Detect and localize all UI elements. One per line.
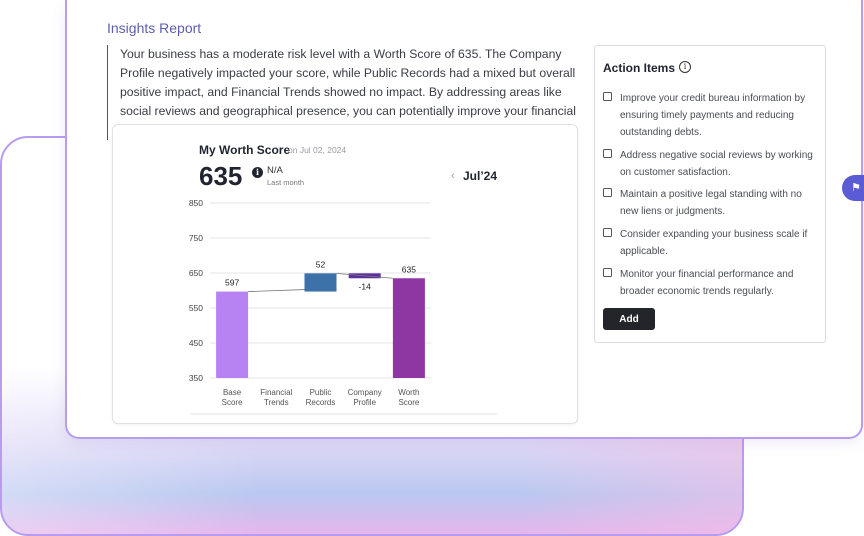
connector-line (336, 272, 393, 279)
waterfall-bar (304, 273, 337, 292)
waterfall-bar (216, 291, 249, 378)
y-tick-label: 550 (189, 303, 203, 313)
connector-line (248, 289, 305, 292)
worth-score-date: on Jul 02, 2024 (288, 145, 347, 155)
action-item[interactable]: Improve your credit bureau information b… (603, 90, 821, 141)
action-item[interactable]: Monitor your financial performance and b… (603, 266, 821, 300)
action-items-panel: Action Items i Improve your credit burea… (594, 45, 826, 343)
chevron-left-icon[interactable]: ‹ (451, 170, 455, 182)
action-item-checkbox[interactable] (603, 268, 612, 277)
x-tick-label: Financial (260, 388, 292, 397)
x-tick-label: Score (398, 398, 419, 407)
action-item-checkbox[interactable] (603, 228, 612, 237)
x-tick-label: Worth (398, 388, 419, 397)
action-item-label: Consider expanding your business scale i… (620, 229, 808, 257)
waterfall-bar (392, 278, 425, 378)
y-tick-label: 650 (189, 268, 203, 278)
action-item-checkbox[interactable] (603, 92, 612, 101)
x-tick-label: Profile (353, 398, 376, 407)
report-title: Insights Report (107, 20, 202, 36)
y-tick-label: 750 (189, 233, 203, 243)
x-tick-label: Company (348, 388, 382, 397)
insights-report-card: Insights Report Your business has a mode… (65, 0, 863, 439)
report-summary: Your business has a moderate risk level … (107, 45, 585, 140)
action-item-label: Address negative social reviews by worki… (620, 150, 813, 178)
score-change-caption: Last month (267, 178, 305, 187)
y-tick-label: 350 (189, 373, 203, 383)
month-selector-label[interactable]: Jul’24 (463, 169, 498, 183)
worth-score-title: My Worth Score (199, 143, 291, 157)
x-tick-label: Score (222, 398, 243, 407)
action-item[interactable]: Consider expanding your business scale i… (603, 226, 821, 260)
info-icon[interactable]: i (679, 61, 691, 73)
action-item-label: Maintain a positive legal standing with … (620, 189, 802, 217)
data-label: -14 (359, 281, 372, 291)
data-label: 635 (402, 264, 416, 274)
action-item[interactable]: Address negative social reviews by worki… (603, 147, 821, 181)
action-item-label: Monitor your financial performance and b… (620, 269, 794, 297)
worth-score-card: My Worth Score on Jul 02, 2024 635 i N/A… (112, 124, 578, 424)
x-tick-label: Public (310, 388, 332, 397)
action-item[interactable]: Maintain a positive legal standing with … (603, 186, 821, 220)
action-item-checkbox[interactable] (603, 149, 612, 158)
info-icon[interactable]: i (252, 167, 263, 178)
data-label: 52 (316, 259, 326, 269)
action-item-label: Improve your credit bureau information b… (620, 93, 806, 138)
flag-icon[interactable]: ⚑ (842, 175, 864, 201)
action-item-checkbox[interactable] (603, 188, 612, 197)
x-tick-label: Base (223, 388, 242, 397)
y-tick-label: 450 (189, 338, 203, 348)
x-tick-label: Records (306, 398, 336, 407)
x-tick-label: Trends (264, 398, 289, 407)
y-tick-label: 850 (189, 198, 203, 208)
score-change-value: N/A (267, 165, 283, 176)
worth-score-value: 635 (199, 161, 243, 191)
worth-score-waterfall-chart: 850750650550450350597BaseScoreFinancialT… (189, 198, 497, 415)
action-items-title: Action Items (603, 61, 676, 75)
add-button[interactable]: Add (603, 308, 655, 330)
data-label: 597 (225, 278, 239, 288)
